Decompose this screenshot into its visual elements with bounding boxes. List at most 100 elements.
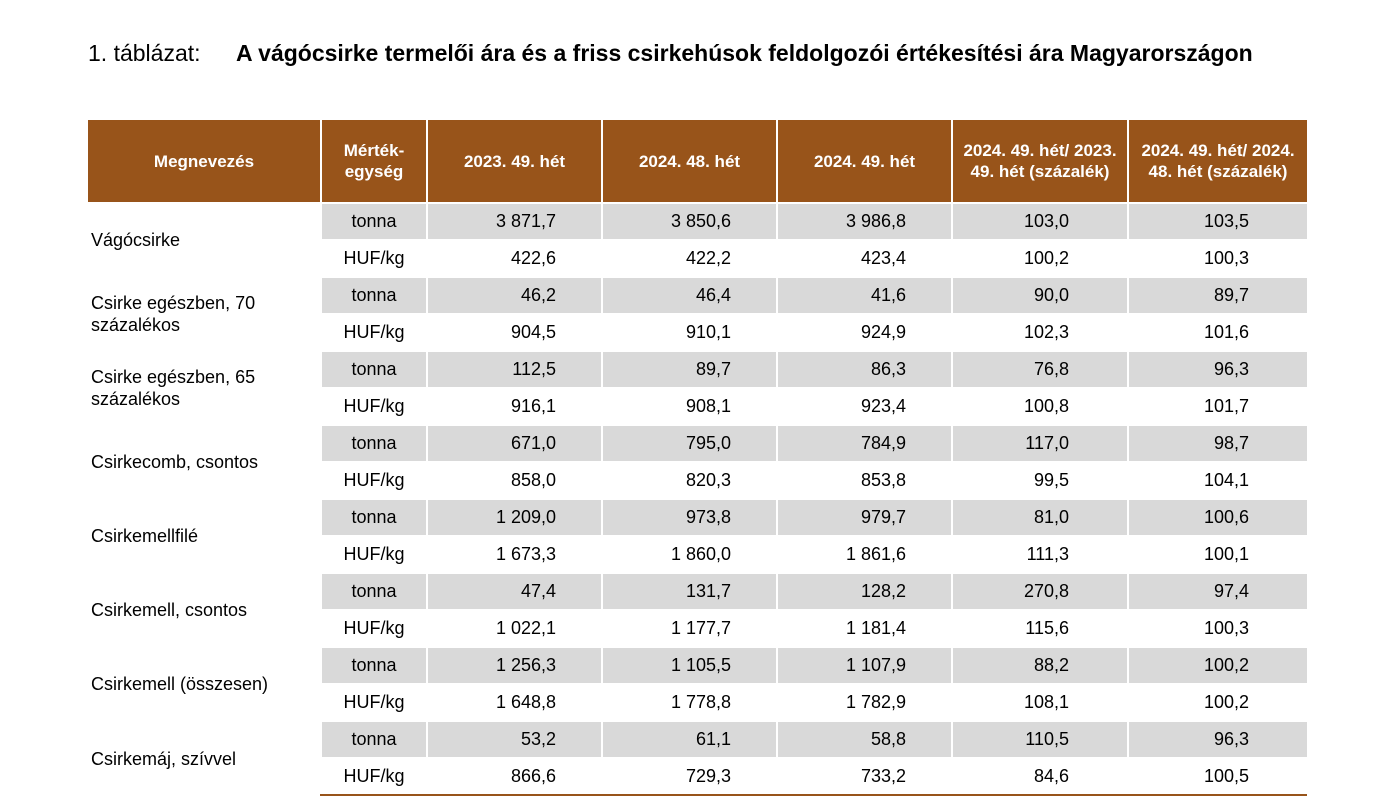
table-row: HUF/kg 1 673,3 1 860,0 1 861,6 111,3 100,1: [88, 535, 1307, 573]
value-cell: 784,9: [776, 424, 952, 462]
row-name: Vágócsirke: [88, 202, 321, 277]
header-c3: 2024. 49. hét: [776, 120, 952, 203]
value-cell: 100,8: [951, 387, 1128, 425]
unit-cell: tonna: [320, 276, 427, 314]
row-name: Csirkecomb, csontos: [88, 424, 321, 499]
header-unit: Mérték-egység: [320, 120, 427, 203]
value-cell: 910,1: [601, 313, 777, 351]
value-cell: 866,6: [426, 757, 602, 796]
value-cell: 423,4: [776, 239, 952, 277]
value-cell: 1 861,6: [776, 535, 952, 573]
table-row: HUF/kg 1 648,8 1 778,8 1 782,9 108,1 100,2: [88, 683, 1307, 721]
unit-cell: HUF/kg: [320, 609, 427, 647]
value-cell: 101,7: [1127, 387, 1307, 425]
value-cell: 100,6: [1127, 498, 1307, 536]
value-cell: 3 871,7: [426, 202, 602, 240]
value-cell: 103,5: [1127, 202, 1307, 240]
value-cell: 58,8: [776, 720, 952, 758]
value-cell: 108,1: [951, 683, 1128, 721]
value-cell: 422,2: [601, 239, 777, 277]
row-name: Csirkemellfilé: [88, 498, 321, 573]
value-cell: 924,9: [776, 313, 952, 351]
value-cell: 100,2: [1127, 646, 1307, 684]
unit-cell: tonna: [320, 350, 427, 388]
table-row: HUF/kg 422,6 422,2 423,4 100,2 100,3: [88, 239, 1307, 277]
row-name: Csirkemell, csontos: [88, 572, 321, 647]
unit-cell: tonna: [320, 720, 427, 758]
value-cell: 41,6: [776, 276, 952, 314]
value-cell: 270,8: [951, 572, 1128, 610]
unit-cell: HUF/kg: [320, 757, 427, 796]
value-cell: 103,0: [951, 202, 1128, 240]
unit-cell: tonna: [320, 202, 427, 240]
value-cell: 820,3: [601, 461, 777, 499]
unit-cell: HUF/kg: [320, 461, 427, 499]
value-cell: 89,7: [1127, 276, 1307, 314]
value-cell: 89,7: [601, 350, 777, 388]
caption-label: 1. táblázat:: [88, 40, 201, 66]
value-cell: 111,3: [951, 535, 1128, 573]
table-row: Csirke egészben, 65 százalékos tonna 112,5…: [88, 350, 1307, 425]
value-cell: 1 778,8: [601, 683, 777, 721]
table-row: Csirkemell, csontos tonna 47,4 131,7 128,2 27…: [88, 572, 1307, 647]
table-row: HUF/kg 916,1 908,1 923,4 100,8 101,7: [88, 387, 1307, 425]
value-cell: 422,6: [426, 239, 602, 277]
unit-cell: HUF/kg: [320, 239, 427, 277]
value-cell: 99,5: [951, 461, 1128, 499]
value-cell: 47,4: [426, 572, 602, 610]
value-cell: 101,6: [1127, 313, 1307, 351]
value-cell: 1 105,5: [601, 646, 777, 684]
table-row: Csirkemáj, szívvel tonna 53,2 61,1 58,8 110,5…: [88, 720, 1307, 795]
value-cell: 671,0: [426, 424, 602, 462]
value-cell: 1 673,3: [426, 535, 602, 573]
table-row: Csirkecomb, csontos tonna 671,0 795,0 784,9 1…: [88, 424, 1307, 499]
value-cell: 117,0: [951, 424, 1128, 462]
caption-title: A vágócsirke termelői ára és a friss csi…: [236, 40, 1253, 66]
table-row: HUF/kg 904,5 910,1 924,9 102,3 101,6: [88, 313, 1307, 351]
unit-cell: tonna: [320, 498, 427, 536]
value-cell: 112,5: [426, 350, 602, 388]
unit-cell: tonna: [320, 572, 427, 610]
table-row: HUF/kg 858,0 820,3 853,8 99,5 104,1: [88, 461, 1307, 499]
value-cell: 3 986,8: [776, 202, 952, 240]
value-cell: 1 209,0: [426, 498, 602, 536]
table-row: Vágócsirke tonna 3 871,7 3 850,6 3 986,8 103,…: [88, 202, 1307, 277]
value-cell: 973,8: [601, 498, 777, 536]
value-cell: 1 648,8: [426, 683, 602, 721]
value-cell: 53,2: [426, 720, 602, 758]
value-cell: 96,3: [1127, 350, 1307, 388]
value-cell: 916,1: [426, 387, 602, 425]
unit-cell: HUF/kg: [320, 535, 427, 573]
value-cell: 1 181,4: [776, 609, 952, 647]
value-cell: 858,0: [426, 461, 602, 499]
value-cell: 795,0: [601, 424, 777, 462]
header-c4: 2024. 49. hét/ 2023. 49. hét (százalék): [951, 120, 1128, 203]
row-name: Csirke egészben, 65 százalékos: [88, 350, 321, 425]
value-cell: 733,2: [776, 757, 952, 796]
value-cell: 61,1: [601, 720, 777, 758]
table-row: Csirkemell (összesen) tonna 1 256,3 1 105,5…: [88, 646, 1307, 721]
value-cell: 1 177,7: [601, 609, 777, 647]
value-cell: 100,3: [1127, 609, 1307, 647]
header-name: Megnevezés: [88, 120, 321, 203]
value-cell: 1 256,3: [426, 646, 602, 684]
value-cell: 1 022,1: [426, 609, 602, 647]
price-table: Megnevezés Mérték-egység 2023. 49. hét 2…: [88, 120, 1307, 796]
value-cell: 90,0: [951, 276, 1128, 314]
value-cell: 3 850,6: [601, 202, 777, 240]
value-cell: 853,8: [776, 461, 952, 499]
table-row: HUF/kg 1 022,1 1 177,7 1 181,4 115,6 100,3: [88, 609, 1307, 647]
unit-cell: HUF/kg: [320, 683, 427, 721]
value-cell: 1 782,9: [776, 683, 952, 721]
value-cell: 729,3: [601, 757, 777, 796]
value-cell: 100,5: [1127, 757, 1307, 796]
value-cell: 104,1: [1127, 461, 1307, 499]
unit-cell: tonna: [320, 424, 427, 462]
value-cell: 131,7: [601, 572, 777, 610]
header-c1: 2023. 49. hét: [426, 120, 602, 203]
value-cell: 1 860,0: [601, 535, 777, 573]
value-cell: 979,7: [776, 498, 952, 536]
value-cell: 84,6: [951, 757, 1128, 796]
value-cell: 76,8: [951, 350, 1128, 388]
header-c2: 2024. 48. hét: [601, 120, 777, 203]
